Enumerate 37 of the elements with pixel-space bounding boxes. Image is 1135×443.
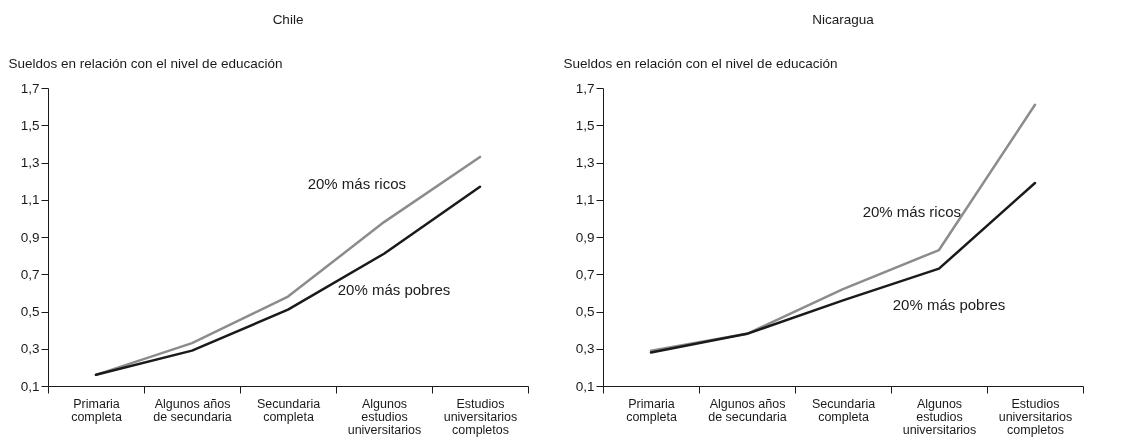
- y-tick-label: 0,7: [575, 266, 595, 282]
- y-axis-title: Sueldos en relación con el nivel de educación: [8, 55, 283, 71]
- y-tick-label: 0,1: [575, 378, 595, 394]
- y-tick-label: 1,1: [575, 192, 595, 208]
- x-tick-label: Estudios universitarios completos: [443, 396, 518, 437]
- chart-title: Chile: [272, 11, 304, 27]
- x-tick-label: Algunos estudios universitarios: [902, 396, 977, 437]
- y-tick-label: 1,7: [575, 80, 595, 96]
- line-series: [649, 181, 1037, 354]
- series-label: 20% más ricos: [307, 175, 406, 193]
- y-tick-label: 0,9: [20, 229, 40, 245]
- x-tick-label: Estudios universitarios completos: [998, 396, 1073, 437]
- y-tick-label: 1,1: [20, 192, 40, 208]
- x-tick-label: Secundaria completa: [256, 396, 321, 424]
- chart-title: Nicaragua: [812, 11, 875, 27]
- y-tick-label: 0,3: [575, 341, 595, 357]
- y-tick-label: 1,3: [20, 155, 40, 170]
- y-tick-label: 0,7: [20, 266, 40, 282]
- y-tick-label: 0,5: [575, 304, 595, 319]
- x-tick-label: Primaria completa: [71, 396, 122, 424]
- y-tick-label: 1,3: [575, 155, 595, 170]
- x-tick-label: Secundaria completa: [811, 396, 876, 424]
- y-tick-label: 0,3: [20, 341, 40, 357]
- x-tick-label: Algunos años de secundaria: [153, 396, 232, 424]
- y-tick-label: 0,5: [20, 304, 40, 319]
- y-axis-title: Sueldos en relación con el nivel de educación: [563, 55, 838, 71]
- series-label: 20% más pobres: [337, 280, 451, 298]
- series-label: 20% más pobres: [892, 295, 1006, 313]
- x-tick-label: Algunos años de secundaria: [708, 396, 787, 424]
- y-tick-label: 1,7: [20, 80, 40, 96]
- x-tick-label: Primaria completa: [626, 396, 677, 424]
- y-tick-label: 0,9: [575, 229, 595, 245]
- series-label: 20% más ricos: [862, 203, 961, 221]
- y-tick-label: 1,5: [575, 117, 595, 133]
- y-tick-label: 0,1: [20, 378, 40, 394]
- y-tick-label: 1,5: [20, 117, 40, 133]
- x-tick-label: Algunos estudios universitarios: [347, 396, 422, 437]
